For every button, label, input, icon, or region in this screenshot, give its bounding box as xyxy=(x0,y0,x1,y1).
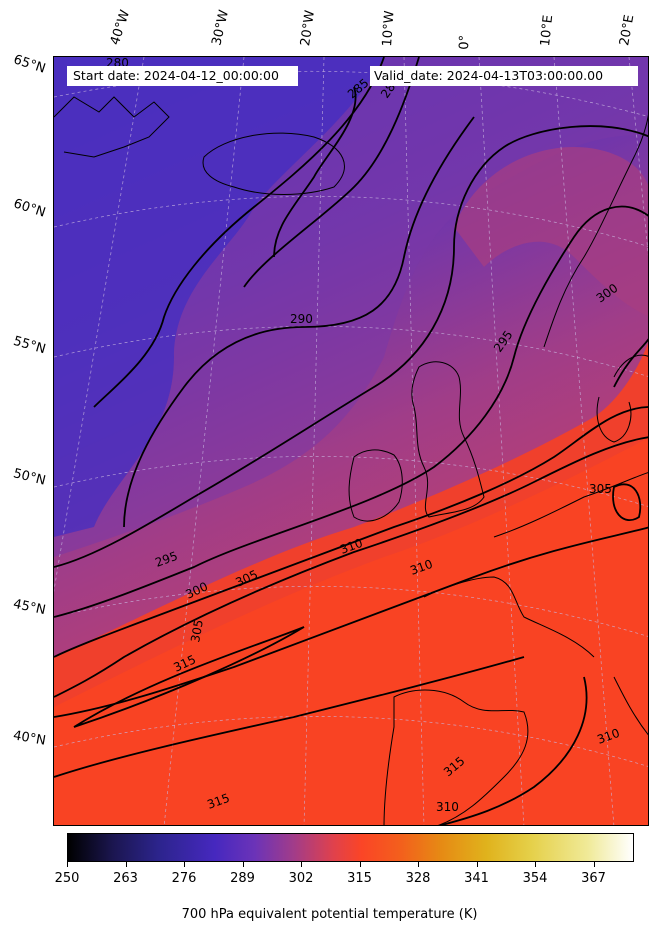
colorbar xyxy=(67,833,634,862)
contour-300 xyxy=(54,205,648,618)
colorbar-tick-mark xyxy=(418,862,419,867)
colorbar-tick-mark xyxy=(476,862,478,867)
contour-290 xyxy=(123,116,475,528)
colorbar-tick-label: 328 xyxy=(405,871,431,886)
continent-coast xyxy=(493,472,648,538)
denmark-coast xyxy=(596,396,632,443)
start-date-label: Start date: 2024-04-12_00:00:00 xyxy=(67,66,298,86)
contour-300b xyxy=(613,338,648,388)
lat-label: 65°N xyxy=(11,52,48,77)
contour-315-closed xyxy=(73,626,305,728)
italy-coast xyxy=(613,676,648,736)
contour-label: 290 xyxy=(290,312,313,326)
colorbar-tick-mark xyxy=(593,862,595,867)
contour-315b xyxy=(438,676,588,825)
colorbar-label: 700 hPa equivalent potential temperature… xyxy=(181,907,478,922)
contour-285b xyxy=(243,57,420,288)
iceland-coast xyxy=(202,132,345,195)
colorbar-tick-label: 289 xyxy=(230,871,255,886)
colorbar-tick-mark xyxy=(535,862,536,867)
lat-label: 50°N xyxy=(11,466,48,489)
contour-label: 305 xyxy=(589,482,612,496)
cold-airmass-region xyxy=(54,57,384,537)
contour-305 xyxy=(54,406,648,658)
contour-285 xyxy=(93,57,385,408)
contour-305-closed xyxy=(612,483,642,522)
map-canvas: 280 285 285 290 295 295 300 300 305 305 … xyxy=(54,57,648,825)
colorbar-tick-label: 250 xyxy=(54,871,80,886)
lon-label: 10°W xyxy=(380,10,398,47)
iberia-coast xyxy=(383,689,529,825)
colorbar-tick-mark xyxy=(67,862,68,867)
colorbar-tick-label: 315 xyxy=(347,871,372,886)
colorbar-tick-mark xyxy=(125,862,127,867)
colorbar-tick-label: 341 xyxy=(464,871,489,886)
lon-label: 10°E xyxy=(538,14,557,48)
contour-310 xyxy=(54,436,648,698)
valid-date-label: Valid_date: 2024-04-13T03:00:00.00 xyxy=(370,66,638,86)
colorbar-tick-label: 367 xyxy=(581,871,606,886)
colorbar-tick-label: 354 xyxy=(522,871,548,886)
norway-coast xyxy=(543,114,648,348)
colorbar-tick-mark xyxy=(359,862,361,867)
contour-315 xyxy=(54,656,525,778)
colorbar-tick-mark xyxy=(301,862,302,867)
contour-295 xyxy=(54,125,648,568)
lat-label: 40°N xyxy=(11,728,47,749)
lon-label: 20°W xyxy=(298,9,318,47)
lat-label: 55°N xyxy=(11,333,48,358)
contour-310b xyxy=(54,526,648,718)
contour-lines xyxy=(54,57,648,825)
map-panel: 280 285 285 290 295 295 300 300 305 305 … xyxy=(53,56,649,826)
lat-label: 45°N xyxy=(11,596,47,619)
scandinavia-warm-tongue xyxy=(454,147,648,317)
colorbar-tick-mark xyxy=(184,862,185,867)
ireland-coast xyxy=(348,449,403,522)
colorbar-tick-label: 302 xyxy=(288,871,314,886)
graticule xyxy=(54,57,648,825)
contour-label: 305 xyxy=(188,619,206,644)
lon-label: 0° xyxy=(457,34,473,50)
lon-label: 40°W xyxy=(107,8,134,47)
lat-label: 60°N xyxy=(11,196,48,221)
great-britain-coast xyxy=(411,361,485,518)
lon-label: 20°E xyxy=(617,13,638,47)
colorbar-tick-label: 263 xyxy=(113,871,138,886)
colorbar-tick-mark xyxy=(242,862,244,867)
contour-label: 310 xyxy=(436,800,459,814)
colorbar-tick-label: 276 xyxy=(171,871,197,886)
lon-label: 30°W xyxy=(209,8,233,47)
